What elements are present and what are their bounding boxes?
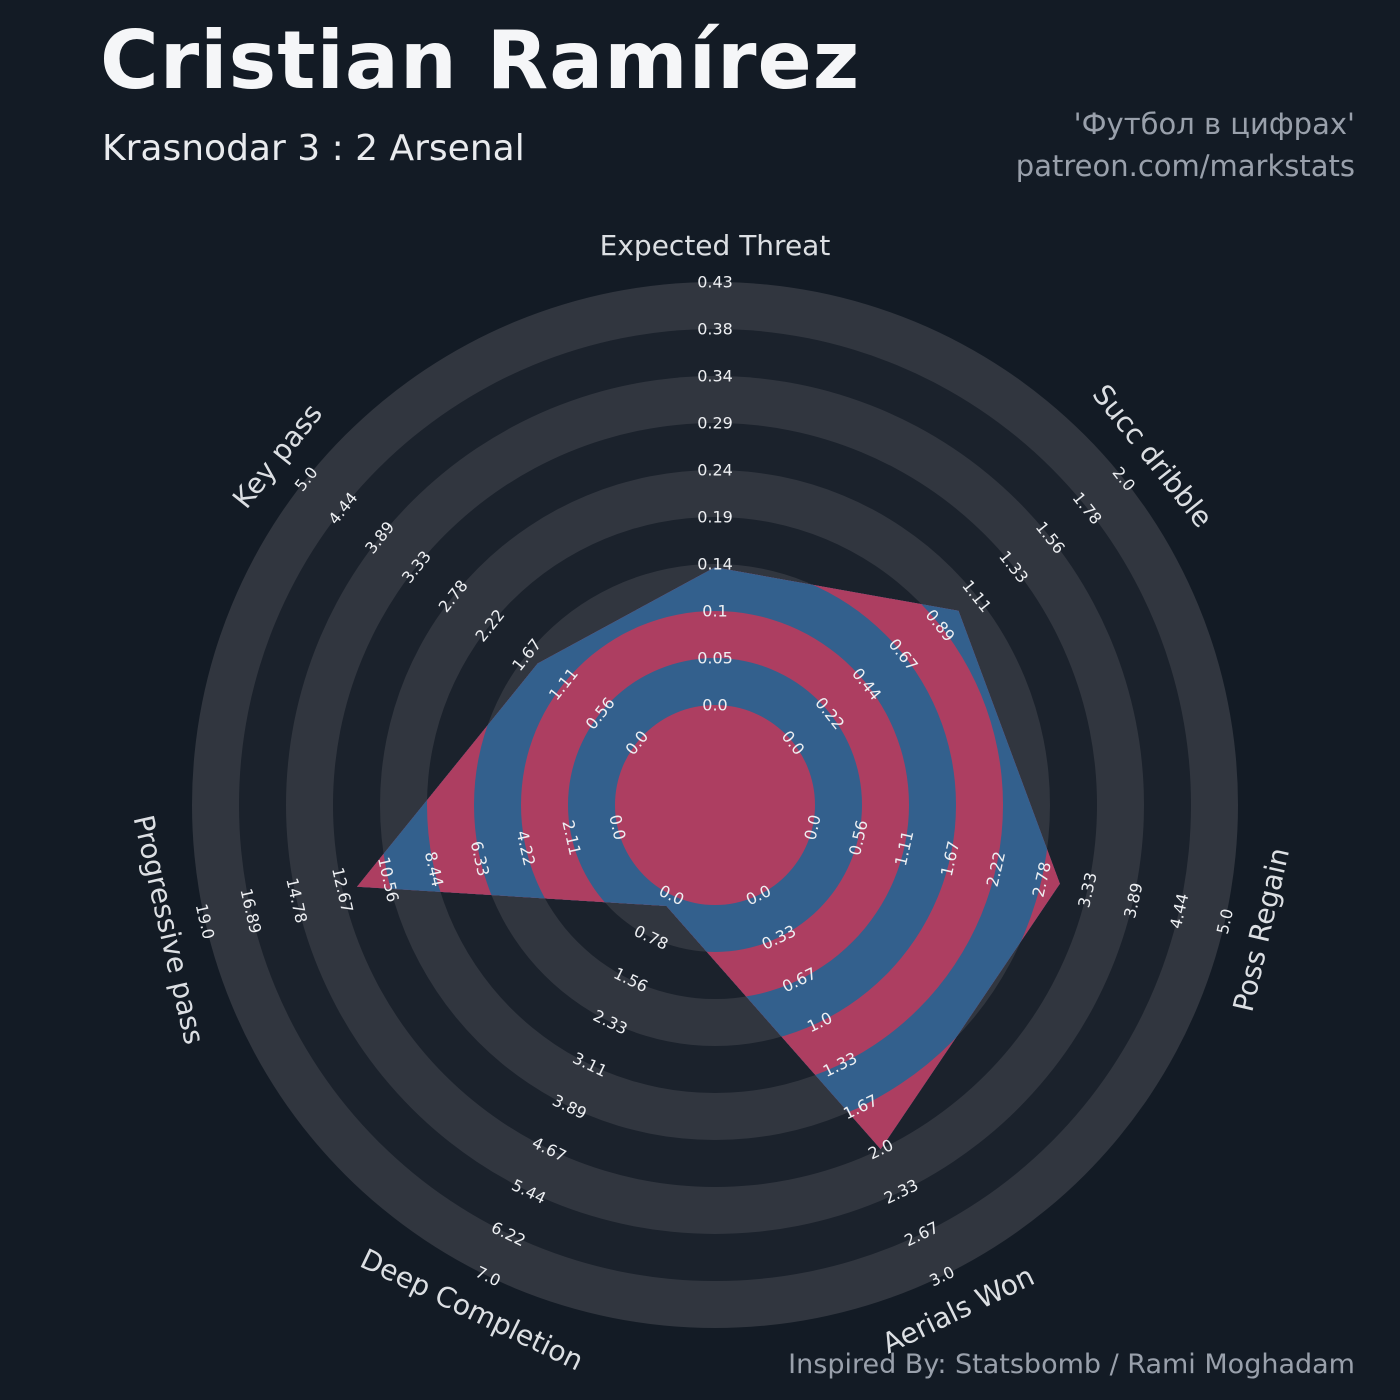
axis-tick-label: 0.38 [697, 320, 733, 339]
match-subtitle: Krasnodar 3 : 2 Arsenal [102, 128, 525, 169]
axis-tick-label: 0.24 [697, 461, 733, 480]
axis-tick-label: 0.29 [697, 414, 733, 433]
polygon-center [615, 705, 815, 905]
axis-title: Poss Regain [1227, 845, 1296, 1015]
axis-tick-label: 0.19 [697, 508, 733, 527]
axis-tick-label: 0.14 [697, 555, 733, 574]
credit-line: Inspired By: Statsbomb / Rami Moghadam [788, 1349, 1355, 1380]
axis-title: Expected Threat [600, 229, 831, 262]
axis-tick-label: 0.43 [697, 273, 733, 292]
page-title: Cristian Ramírez [100, 14, 861, 107]
watermark: 'Футбол в цифрах' patreon.com/markstats [1016, 103, 1355, 187]
axis-tick-label: 0.34 [697, 367, 733, 386]
axis-tick-label: 0.05 [697, 649, 733, 668]
watermark-patreon-url: patreon.com/markstats [1015, 149, 1355, 184]
watermark-brand-name: 'Футбол в цифрах' [1073, 107, 1355, 141]
axis-tick-label: 0.1 [702, 602, 727, 621]
axis-tick-label: 0.0 [702, 696, 727, 715]
